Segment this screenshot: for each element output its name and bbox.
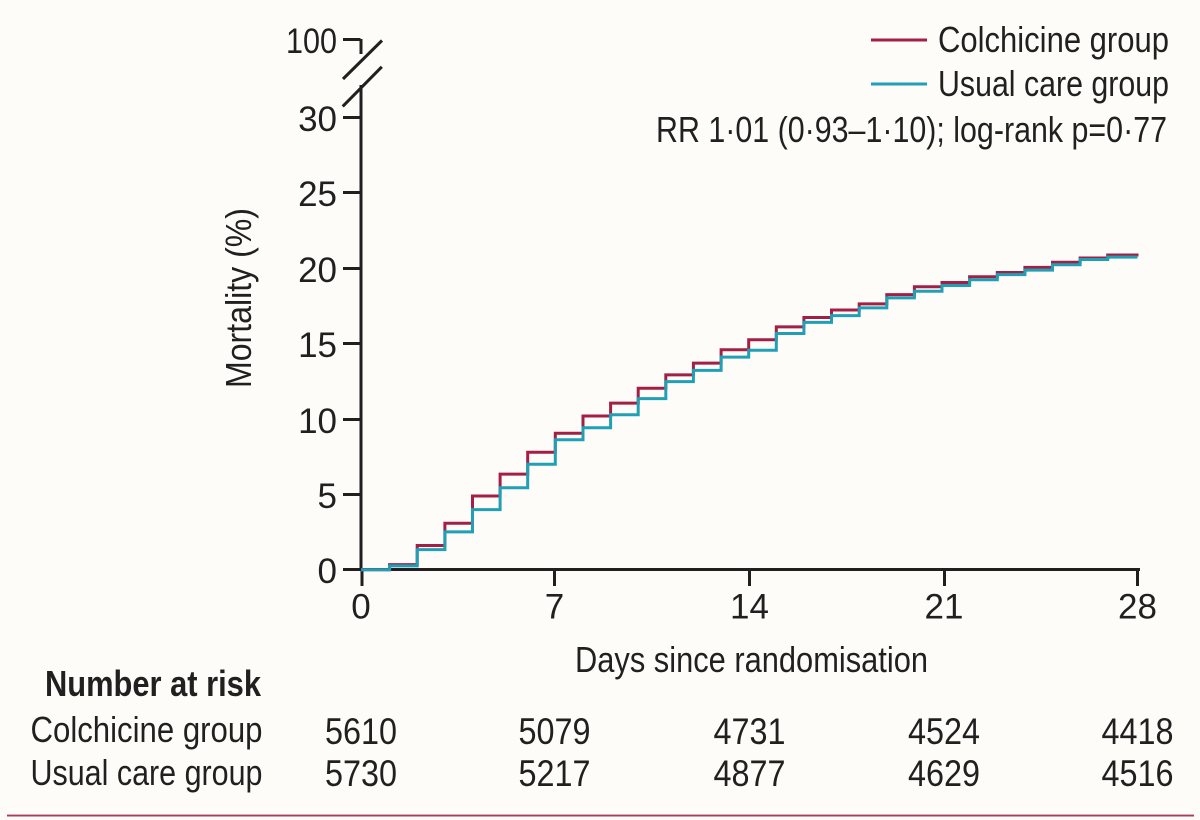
svg-text:5: 5 xyxy=(318,477,337,516)
svg-text:0: 0 xyxy=(318,552,337,591)
svg-text:4516: 4516 xyxy=(1102,753,1174,794)
svg-text:4731: 4731 xyxy=(714,711,786,752)
svg-text:100: 100 xyxy=(286,22,337,61)
svg-text:7: 7 xyxy=(545,588,564,627)
svg-text:0: 0 xyxy=(351,588,370,627)
svg-text:4524: 4524 xyxy=(908,711,980,752)
svg-text:5217: 5217 xyxy=(519,753,591,794)
svg-text:28: 28 xyxy=(1118,588,1157,627)
svg-text:14: 14 xyxy=(730,588,769,627)
svg-text:Colchicine group: Colchicine group xyxy=(31,709,263,750)
svg-text:RR 1·01 (0·93–1·10); log-rank: RR 1·01 (0·93–1·10); log-rank p=0·77 xyxy=(656,109,1167,150)
svg-text:Usual care group: Usual care group xyxy=(31,752,263,793)
svg-text:Mortality (%): Mortality (%) xyxy=(218,208,259,388)
svg-text:5730: 5730 xyxy=(325,753,397,794)
svg-text:5079: 5079 xyxy=(519,711,591,752)
svg-text:5610: 5610 xyxy=(325,711,397,752)
svg-text:Colchicine group: Colchicine group xyxy=(938,19,1169,60)
svg-text:4629: 4629 xyxy=(908,753,980,794)
svg-text:15: 15 xyxy=(298,326,337,365)
svg-text:Usual care group: Usual care group xyxy=(938,63,1169,104)
svg-text:10: 10 xyxy=(298,402,337,441)
svg-text:20: 20 xyxy=(298,251,337,290)
svg-text:25: 25 xyxy=(298,175,337,214)
svg-text:Number at risk: Number at risk xyxy=(45,663,262,704)
svg-text:30: 30 xyxy=(298,100,337,139)
svg-text:21: 21 xyxy=(925,588,964,627)
svg-text:4418: 4418 xyxy=(1102,711,1174,752)
svg-text:4877: 4877 xyxy=(714,753,786,794)
svg-text:Days since randomisation: Days since randomisation xyxy=(575,639,928,680)
